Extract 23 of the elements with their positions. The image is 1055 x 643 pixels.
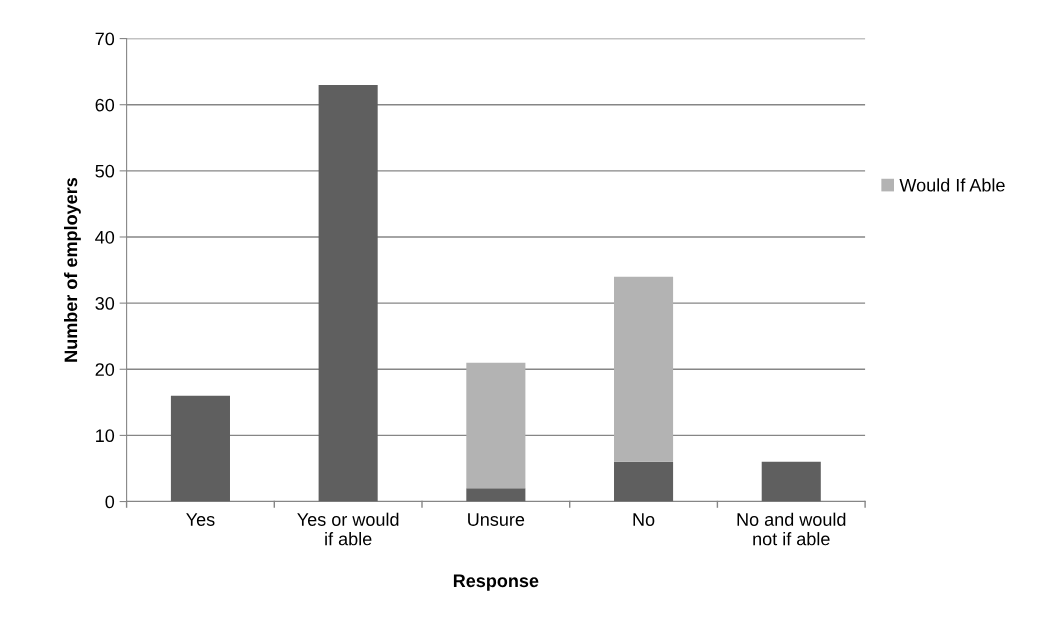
bar [614, 461, 674, 502]
bar [761, 461, 821, 502]
bar [466, 488, 526, 502]
y-tick-label: 10 [96, 429, 115, 443]
y-tick-label: 30 [95, 297, 115, 310]
y-tick-label: 40 [95, 230, 115, 244]
x-tick-label: No [633, 513, 655, 526]
y-tick-label: 0 [105, 495, 115, 509]
y-tick-label: 50 [95, 164, 115, 178]
y-tick-label: 20 [95, 363, 115, 376]
y-axis-title: Number of employers [63, 177, 81, 362]
legend-label: Would If Able [899, 178, 1005, 192]
x-axis-title: Response [453, 574, 539, 591]
bar [614, 276, 674, 462]
x-tick-label: Yes [186, 513, 215, 526]
bar [318, 84, 378, 502]
y-tick-label: 70 [95, 32, 115, 46]
x-tick-label: No and would not if able [737, 512, 846, 546]
y-tick-label: 60 [95, 98, 115, 112]
x-tick-label: Yes or would if able [297, 512, 399, 546]
bar [170, 395, 230, 502]
x-tick-label: Unsure [468, 513, 525, 526]
bar [466, 362, 526, 489]
